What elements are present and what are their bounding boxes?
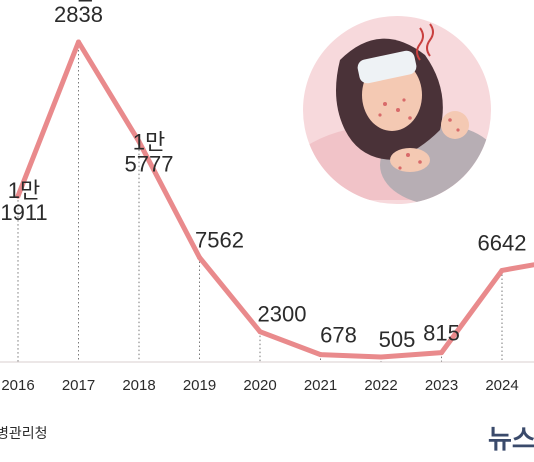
value-label-prefix: 1만 (133, 130, 165, 155)
data-point (76, 39, 81, 45)
value-label: 678 (320, 323, 357, 348)
logo-text: 뉴스 (488, 425, 534, 455)
source-text: 병관리청 (0, 425, 48, 441)
data-point (318, 352, 323, 358)
value-labels: 1만19112만28381만5777756223006785058156642 (0, 0, 526, 352)
value-label: 5777 (125, 152, 174, 177)
x-tick-label: 2016 (1, 377, 34, 394)
value-label: 2300 (258, 302, 307, 327)
drop-lines (17, 42, 503, 362)
data-point (378, 354, 384, 360)
x-tick-label: 2024 (485, 377, 518, 394)
x-tick-label: 2020 (243, 377, 276, 394)
value-label: 6642 (478, 230, 527, 255)
data-point (15, 193, 21, 199)
value-label: 1911 (0, 200, 47, 225)
data-points (15, 39, 505, 360)
x-tick-label: 2023 (425, 377, 458, 394)
value-label-prefix: 1만 (8, 178, 40, 203)
data-point (136, 139, 142, 145)
x-tick-label: 2018 (122, 377, 155, 394)
x-tick-label: 2019 (183, 377, 216, 394)
value-label: 7562 (195, 227, 244, 252)
data-point (439, 350, 444, 356)
data-point (499, 267, 505, 273)
value-label: 505 (379, 327, 416, 352)
x-tick-labels: 2016201720182019202020212022202320242025 (1, 377, 518, 394)
illustration-sick-person (303, 16, 491, 204)
series-line (15, 39, 534, 360)
data-point (197, 254, 202, 260)
value-label: 815 (423, 321, 460, 346)
value-label-prefix: 2만 (62, 0, 94, 5)
data-point (257, 329, 263, 335)
x-tick-label: 2022 (364, 377, 397, 394)
x-tick-label: 2021 (304, 377, 337, 394)
value-label: 2838 (54, 2, 103, 27)
x-tick-label: 2017 (62, 377, 95, 394)
